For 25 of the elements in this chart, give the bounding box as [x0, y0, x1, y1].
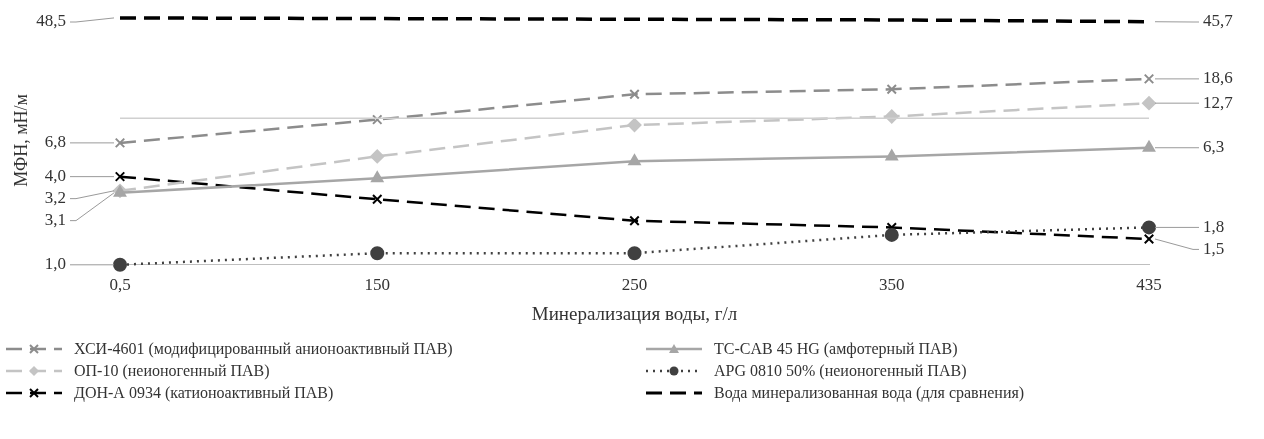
data-label: 6,3: [1203, 137, 1225, 157]
x-tick-label: 150: [364, 275, 390, 295]
legend-label: APG 0810 50% (неионогенный ПАВ): [714, 362, 967, 380]
data-label: 1,5: [1203, 238, 1225, 258]
data-label: 18,6: [1203, 68, 1233, 88]
data-label: 1,0: [44, 254, 66, 274]
data-label: 3,1: [44, 210, 66, 230]
x-axis-title: Минерализация воды, г/л: [531, 302, 738, 324]
data-label: 3,2: [44, 188, 66, 208]
data-label: 45,7: [1203, 11, 1234, 31]
x-tick-label: 250: [621, 275, 648, 295]
legend-label: TC-CAB 45 HG (амфотерный ПАВ): [714, 340, 958, 358]
legend-label: ХСИ-4601 (модифицированный анионоактивный ПАВ): [74, 340, 453, 358]
x-tick-label: 0,5: [109, 275, 131, 295]
legend-label: ДОН-А 0934 (катионоактивный ПАВ): [74, 384, 334, 402]
data-label: 12,7: [1203, 92, 1234, 112]
x-tick-label: 350: [879, 275, 905, 295]
legend-label: Вода минерализованная вода (для сравнения): [714, 384, 1025, 402]
data-label: 1,8: [1203, 216, 1225, 236]
x-tick-label: 435: [1136, 275, 1162, 295]
y-axis-title: МФН, мН/м: [10, 94, 31, 187]
data-label: 4,0: [44, 166, 66, 186]
legend-label: ОП-10 (неионогенный ПАВ): [74, 362, 270, 380]
data-label: 6,8: [44, 132, 66, 152]
data-label: 48,5: [36, 11, 66, 31]
